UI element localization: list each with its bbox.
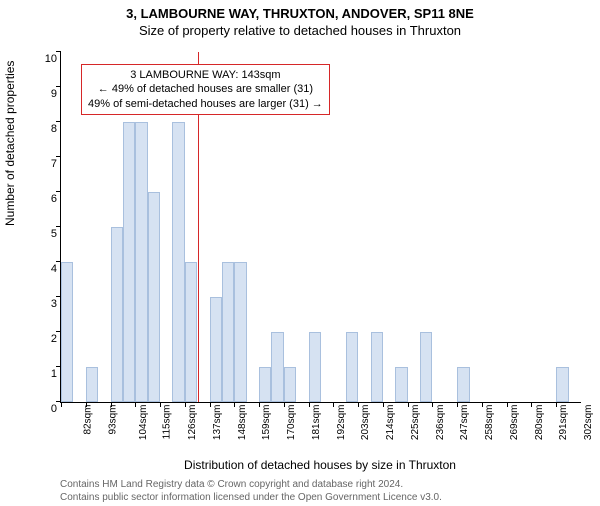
histogram-bar bbox=[172, 122, 184, 402]
histogram-bar bbox=[284, 367, 296, 402]
histogram-bar bbox=[148, 192, 160, 402]
y-axis-label: Number of detached properties bbox=[3, 61, 17, 226]
x-tick-mark bbox=[111, 402, 112, 407]
y-tick-mark bbox=[56, 156, 61, 157]
x-tick-mark bbox=[457, 402, 458, 407]
credits-line-1: Contains HM Land Registry data © Crown c… bbox=[60, 478, 580, 491]
x-tick-mark bbox=[556, 402, 557, 407]
x-tick-label: 214sqm bbox=[385, 405, 396, 441]
histogram-bar bbox=[271, 332, 283, 402]
x-tick-mark bbox=[86, 402, 87, 407]
x-tick-mark bbox=[259, 402, 260, 407]
x-tick-mark bbox=[135, 402, 136, 407]
histogram-bar bbox=[420, 332, 432, 402]
x-tick-mark bbox=[432, 402, 433, 407]
y-tick-mark bbox=[56, 51, 61, 52]
plot-area: 01234567891082sqm93sqm104sqm115sqm126sqm… bbox=[60, 52, 581, 403]
histogram-bar bbox=[135, 122, 147, 402]
histogram-bar bbox=[86, 367, 98, 402]
x-tick-label: 236sqm bbox=[435, 405, 446, 441]
histogram-bar bbox=[234, 262, 246, 402]
annotation-box: 3 LAMBOURNE WAY: 143sqm← 49% of detached… bbox=[81, 64, 330, 115]
y-tick-mark bbox=[56, 86, 61, 87]
x-tick-mark bbox=[358, 402, 359, 407]
histogram-bar bbox=[61, 262, 73, 402]
x-tick-label: 225sqm bbox=[410, 405, 421, 441]
histogram-bar bbox=[210, 297, 222, 402]
histogram-bar bbox=[309, 332, 321, 402]
x-tick-label: 170sqm bbox=[286, 405, 297, 441]
x-tick-mark bbox=[210, 402, 211, 407]
x-tick-label: 93sqm bbox=[107, 405, 118, 435]
x-tick-label: 203sqm bbox=[360, 405, 371, 441]
credits: Contains HM Land Registry data © Crown c… bbox=[60, 478, 580, 504]
x-tick-mark bbox=[185, 402, 186, 407]
histogram-bar bbox=[123, 122, 135, 402]
chart-subtitle: Size of property relative to detached ho… bbox=[0, 23, 600, 38]
y-tick-label: 8 bbox=[35, 123, 57, 135]
histogram-bar bbox=[111, 227, 123, 402]
x-tick-label: 247sqm bbox=[460, 405, 471, 441]
x-tick-label: 159sqm bbox=[261, 405, 272, 441]
x-axis-label: Distribution of detached houses by size … bbox=[60, 458, 580, 472]
y-tick-label: 2 bbox=[35, 333, 57, 345]
histogram-bar bbox=[185, 262, 197, 402]
x-tick-mark bbox=[383, 402, 384, 407]
y-tick-mark bbox=[56, 121, 61, 122]
histogram-bar bbox=[457, 367, 469, 402]
x-tick-mark bbox=[333, 402, 334, 407]
x-tick-label: 280sqm bbox=[534, 405, 545, 441]
x-tick-mark bbox=[531, 402, 532, 407]
x-tick-mark bbox=[234, 402, 235, 407]
x-tick-mark bbox=[482, 402, 483, 407]
annotation-line-1: 3 LAMBOURNE WAY: 143sqm bbox=[88, 68, 323, 82]
x-tick-mark bbox=[61, 402, 62, 407]
x-tick-label: 115sqm bbox=[162, 405, 173, 440]
x-tick-label: 126sqm bbox=[187, 405, 198, 441]
chart-title: 3, LAMBOURNE WAY, THRUXTON, ANDOVER, SP1… bbox=[0, 6, 600, 21]
annotation-line-2: ← 49% of detached houses are smaller (31… bbox=[88, 82, 323, 96]
histogram-bar bbox=[259, 367, 271, 402]
x-tick-mark bbox=[408, 402, 409, 407]
histogram-bar bbox=[222, 262, 234, 402]
x-tick-mark bbox=[284, 402, 285, 407]
x-tick-label: 192sqm bbox=[336, 405, 347, 441]
histogram-bar bbox=[556, 367, 568, 402]
histogram-bar bbox=[346, 332, 358, 402]
y-tick-label: 3 bbox=[35, 298, 57, 310]
y-tick-label: 0 bbox=[35, 403, 57, 415]
chart-container: 3, LAMBOURNE WAY, THRUXTON, ANDOVER, SP1… bbox=[0, 6, 600, 506]
y-tick-label: 1 bbox=[35, 368, 57, 380]
x-tick-label: 137sqm bbox=[212, 405, 223, 441]
y-tick-mark bbox=[56, 226, 61, 227]
credits-line-2: Contains public sector information licen… bbox=[60, 491, 580, 504]
x-tick-label: 302sqm bbox=[583, 405, 594, 441]
x-tick-mark bbox=[160, 402, 161, 407]
x-tick-label: 181sqm bbox=[311, 405, 322, 441]
x-tick-label: 104sqm bbox=[138, 405, 149, 441]
y-tick-label: 6 bbox=[35, 193, 57, 205]
x-tick-label: 148sqm bbox=[237, 405, 248, 441]
y-tick-mark bbox=[56, 191, 61, 192]
x-tick-mark bbox=[507, 402, 508, 407]
y-tick-label: 5 bbox=[35, 228, 57, 240]
x-tick-mark bbox=[309, 402, 310, 407]
y-tick-label: 7 bbox=[35, 158, 57, 170]
x-tick-label: 258sqm bbox=[484, 405, 495, 441]
x-tick-label: 82sqm bbox=[83, 405, 94, 435]
histogram-bar bbox=[395, 367, 407, 402]
x-tick-label: 291sqm bbox=[559, 405, 570, 441]
y-tick-label: 10 bbox=[35, 53, 57, 65]
annotation-line-3: 49% of semi-detached houses are larger (… bbox=[88, 97, 323, 111]
x-tick-label: 269sqm bbox=[509, 405, 520, 441]
histogram-bar bbox=[371, 332, 383, 402]
y-tick-label: 9 bbox=[35, 88, 57, 100]
y-tick-label: 4 bbox=[35, 263, 57, 275]
